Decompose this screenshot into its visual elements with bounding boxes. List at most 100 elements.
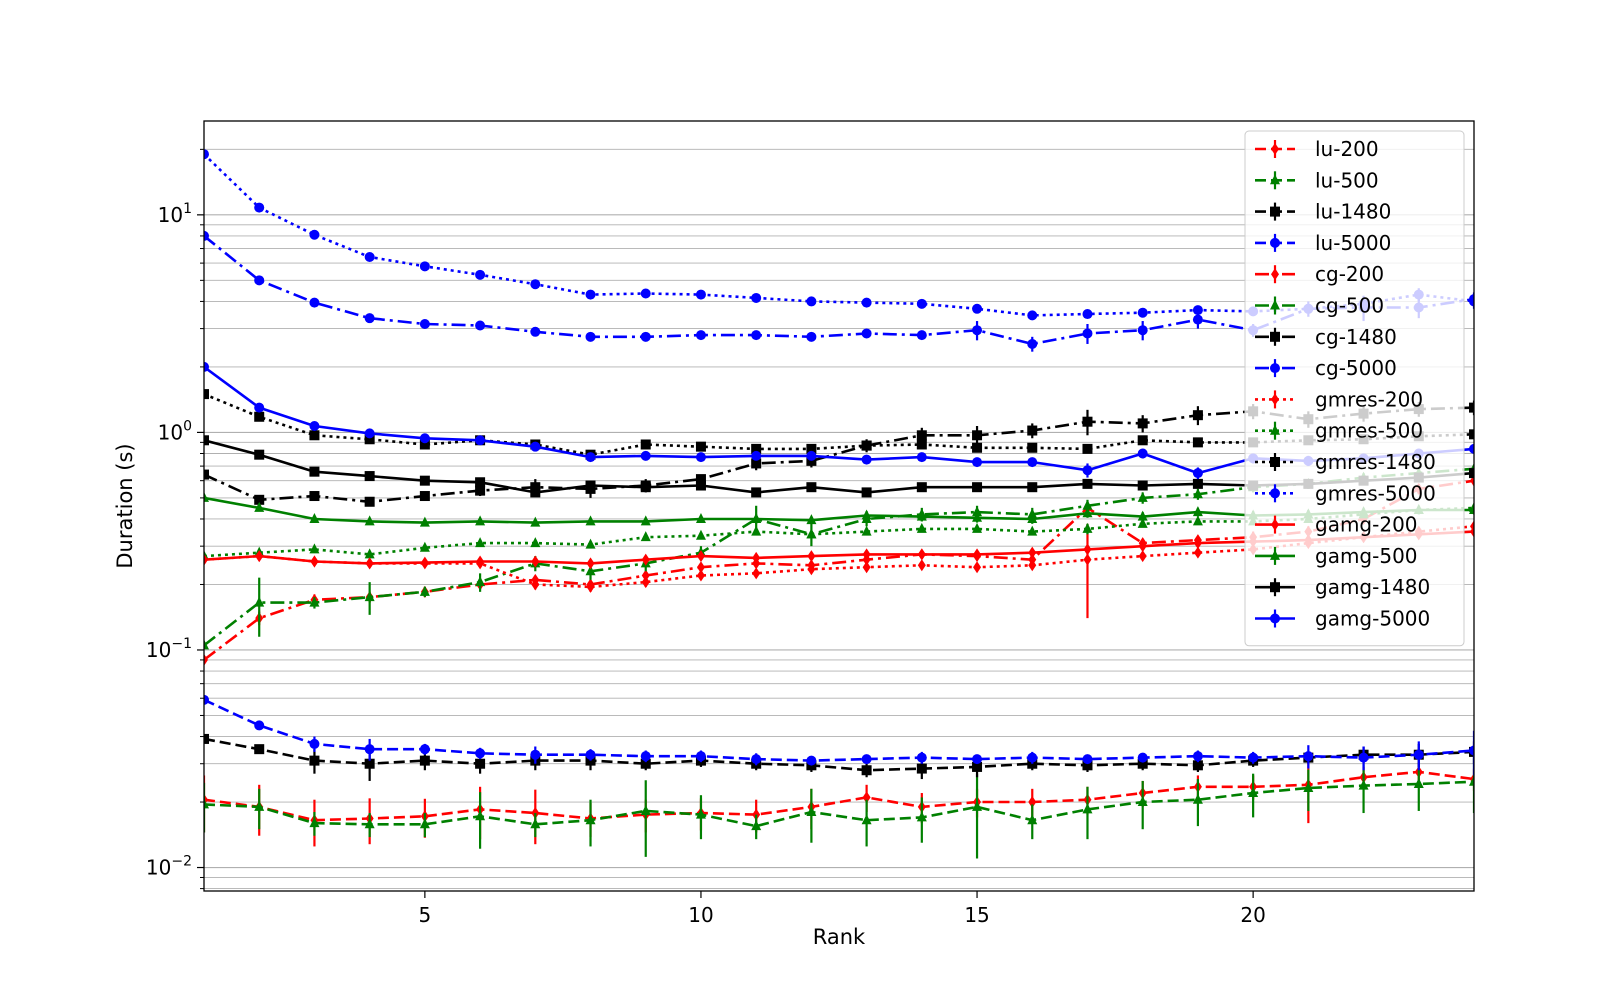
- point-gamg-200: [752, 551, 761, 564]
- point-gamg-1480: [475, 477, 486, 488]
- point-gamg-5000: [640, 450, 651, 461]
- legend-marker-gamg-1480: [1270, 582, 1280, 593]
- legend-marker-gamg-500: [1270, 549, 1280, 560]
- point-cg-1480: [1192, 410, 1203, 421]
- point-gmres-200: [1193, 546, 1202, 559]
- point-lu-5000: [1413, 749, 1424, 760]
- point-lu-1480: [916, 763, 927, 774]
- y-axis-label: Duration (s): [113, 443, 137, 568]
- point-cg-500: [254, 596, 265, 607]
- point-gmres-1480: [1082, 443, 1093, 454]
- point-gmres-5000: [309, 229, 320, 240]
- point-gmres-5000: [916, 298, 927, 309]
- point-lu-5000: [419, 744, 430, 755]
- point-gamg-500: [309, 512, 320, 523]
- point-gamg-5000: [585, 452, 596, 463]
- legend-label-gamg-500: gamg-500: [1315, 544, 1418, 568]
- point-gmres-5000: [364, 252, 375, 263]
- point-gamg-5000: [972, 457, 983, 468]
- plot-frame: [203, 120, 1475, 892]
- point-gamg-200: [365, 557, 374, 570]
- point-gmres-1480: [751, 443, 762, 454]
- point-cg-1480: [419, 491, 430, 502]
- point-gamg-500: [530, 516, 541, 527]
- point-gamg-200: [1028, 546, 1037, 559]
- point-lu-1480: [254, 744, 265, 755]
- point-lu-1480: [475, 758, 486, 769]
- point-gmres-5000: [475, 269, 486, 280]
- point-gamg-500: [916, 510, 927, 521]
- point-lu-5000: [751, 754, 762, 765]
- point-cg-1480: [475, 485, 486, 496]
- point-gamg-500: [1137, 510, 1148, 521]
- point-gmres-500: [1027, 525, 1038, 536]
- point-cg-200: [204, 653, 208, 666]
- x-axis-label: Rank: [813, 925, 866, 949]
- point-gmres-5000: [254, 202, 265, 213]
- point-gamg-500: [751, 512, 762, 523]
- point-gamg-1480: [309, 466, 320, 477]
- x-tick-label: 5: [419, 903, 432, 927]
- legend-label-gmres-500: gmres-500: [1315, 419, 1423, 443]
- point-cg-5000: [916, 330, 927, 341]
- point-lu-1480: [204, 733, 209, 744]
- point-gmres-1480: [861, 440, 872, 451]
- point-gmres-1480: [1192, 437, 1203, 448]
- point-gamg-5000: [309, 421, 320, 432]
- point-gamg-5000: [419, 433, 430, 444]
- point-gamg-500: [419, 516, 430, 527]
- point-lu-500: [1082, 803, 1093, 814]
- point-gmres-5000: [585, 289, 596, 300]
- point-gmres-5000: [1027, 310, 1038, 321]
- point-gamg-1480: [1137, 480, 1148, 491]
- point-gmres-500: [364, 548, 375, 559]
- point-gmres-500: [419, 541, 430, 552]
- point-gmres-1480: [1469, 429, 1474, 440]
- point-cg-1480: [972, 430, 983, 441]
- point-gamg-1480: [751, 487, 762, 498]
- point-lu-5000: [1248, 752, 1259, 763]
- point-lu-1480: [972, 761, 983, 772]
- point-cg-500: [204, 639, 209, 650]
- point-gamg-200: [917, 548, 926, 561]
- point-cg-1480: [364, 496, 375, 507]
- point-cg-500: [585, 565, 596, 576]
- line-lu-500: [204, 780, 1474, 828]
- point-gmres-500: [751, 525, 762, 536]
- point-gmres-1480: [916, 439, 927, 450]
- point-cg-500: [475, 576, 486, 587]
- point-lu-5000: [475, 748, 486, 759]
- legend-label-gmres-200: gmres-200: [1315, 387, 1423, 411]
- point-gmres-200: [862, 561, 871, 574]
- point-gmres-500: [695, 529, 706, 540]
- point-cg-5000: [1027, 338, 1038, 349]
- point-gmres-500: [1137, 517, 1148, 528]
- point-gmres-200: [917, 559, 926, 572]
- point-lu-5000: [1303, 751, 1314, 762]
- point-gamg-200: [204, 553, 208, 566]
- point-cg-5000: [309, 297, 320, 308]
- point-lu-500: [1358, 779, 1369, 790]
- point-gamg-500: [475, 515, 486, 526]
- point-lu-5000: [1082, 754, 1093, 765]
- point-lu-500: [364, 818, 375, 829]
- point-gamg-200: [476, 555, 485, 568]
- y-tick-label: 10−1: [146, 636, 192, 662]
- point-gmres-5000: [1137, 307, 1148, 318]
- point-gamg-500: [1192, 506, 1203, 517]
- legend-marker-gamg-5000: [1270, 613, 1280, 624]
- point-cg-500: [1082, 499, 1093, 510]
- point-gamg-200: [1193, 537, 1202, 550]
- point-lu-500: [806, 805, 817, 816]
- point-gmres-200: [586, 580, 595, 593]
- point-lu-500: [530, 818, 541, 829]
- point-lu-5000: [1027, 752, 1038, 763]
- point-cg-5000: [475, 320, 486, 331]
- point-lu-5000: [916, 752, 927, 763]
- point-gamg-5000: [204, 361, 209, 372]
- point-gmres-500: [475, 537, 486, 548]
- point-cg-1480: [1469, 402, 1474, 413]
- legend-label-gamg-200: gamg-200: [1315, 513, 1418, 537]
- point-gamg-500: [1027, 512, 1038, 523]
